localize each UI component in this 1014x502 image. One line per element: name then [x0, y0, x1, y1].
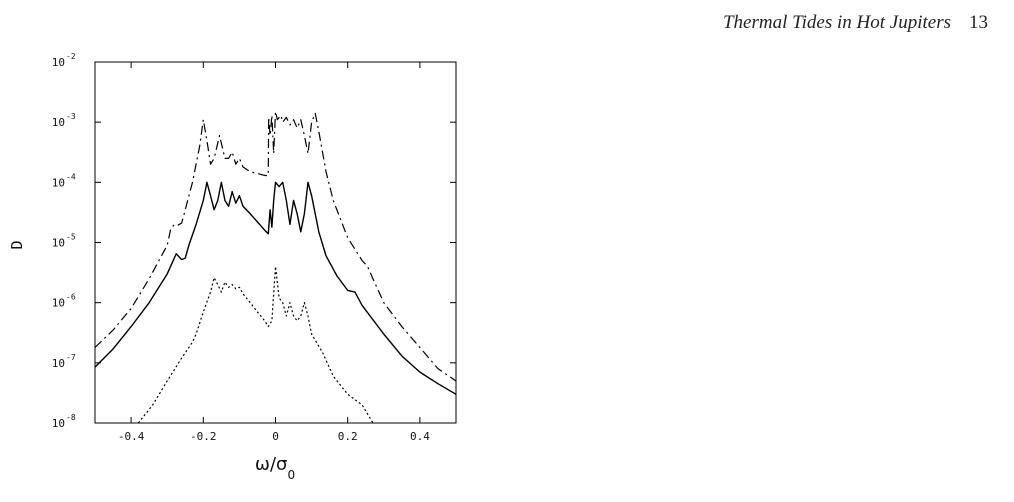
- page-number: 13: [969, 12, 988, 33]
- y-axis-ticks: 10-810-710-610-510-410-310-2: [52, 52, 456, 430]
- running-head-title: Thermal Tides in Hot Jupiters: [722, 12, 951, 33]
- y-tick-exponent-3: -5: [66, 233, 76, 242]
- series-layer: [95, 110, 456, 423]
- y-tick-exponent-6: -2: [66, 52, 76, 61]
- x-tick-label-2: 0: [272, 430, 279, 443]
- series-line-dotted: [137, 265, 374, 423]
- y-tick-label-4: 10: [52, 176, 65, 189]
- x-tick-label-4: 0.4: [410, 430, 430, 443]
- y-tick-label-5: 10: [52, 116, 65, 129]
- y-tick-exponent-4: -4: [66, 172, 76, 181]
- plot-frame: [94, 61, 457, 424]
- x-tick-label-0: -0.4: [118, 430, 145, 443]
- y-axis-label: D: [8, 240, 26, 249]
- x-axis-label-subscript: 0: [287, 468, 295, 482]
- running-head: Thermal Tides in Hot Jupiters 13: [723, 12, 988, 34]
- series-line-solid: [95, 181, 456, 395]
- y-tick-label-6: 10: [52, 56, 65, 69]
- y-tick-label-2: 10: [52, 297, 65, 310]
- series-line-dash-dot: [95, 110, 456, 382]
- y-tick-label-3: 10: [52, 237, 65, 250]
- y-tick-exponent-5: -3: [66, 112, 76, 121]
- y-tick-exponent-0: -8: [66, 413, 76, 422]
- x-axis-ticks: -0.4 -0.2 0 0.2 0.4: [118, 62, 430, 443]
- y-tick-exponent-2: -6: [66, 293, 76, 302]
- y-tick-label-0: 10: [52, 417, 65, 430]
- x-tick-label-1: -0.2: [190, 430, 217, 443]
- x-axis-label: ω/σ0: [255, 454, 295, 482]
- y-tick-label-1: 10: [52, 357, 65, 370]
- x-axis-label-main: ω/σ: [255, 454, 288, 475]
- y-tick-exponent-1: -7: [66, 353, 76, 362]
- x-tick-label-3: 0.2: [338, 430, 358, 443]
